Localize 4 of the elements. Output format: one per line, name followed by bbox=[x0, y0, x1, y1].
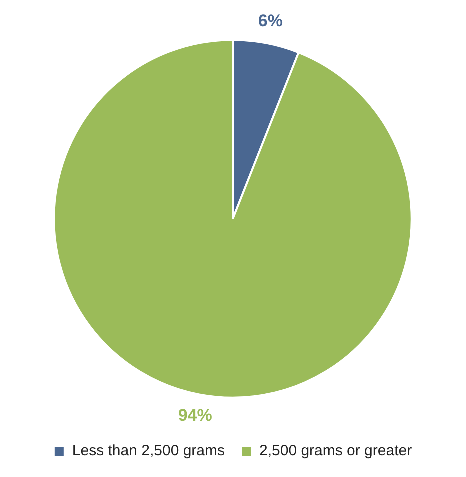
legend-label: 2,500 grams or greater bbox=[260, 442, 412, 460]
legend-label: Less than 2,500 grams bbox=[72, 442, 226, 460]
data-label: 94% bbox=[178, 406, 212, 426]
data-label: 6% bbox=[258, 11, 283, 30]
